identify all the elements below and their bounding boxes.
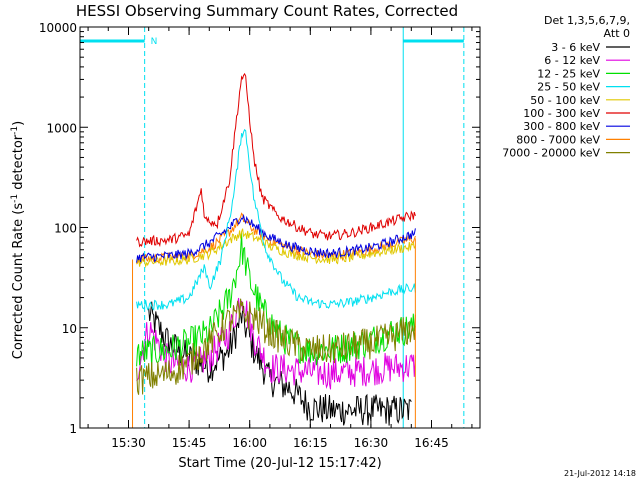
- legend-label-4: 25 - 50 keV: [537, 81, 600, 94]
- y-axis-label-mid: detector: [11, 134, 26, 194]
- series-group: [136, 72, 416, 426]
- timestamp: 21-Jul-2012 14:18: [564, 469, 636, 478]
- x-axis-label: Start Time (20-Jul-12 15:17:42): [178, 456, 381, 471]
- series-line-6: [136, 72, 416, 248]
- legend-header-line-2: Att 0: [604, 27, 630, 40]
- legend-label-9: 7000 - 20000 keV: [502, 147, 600, 160]
- legend-label-5: 50 - 100 keV: [530, 94, 600, 107]
- y-axis-label: Corrected Count Rate (s-1 detector-1): [10, 121, 26, 359]
- y-axis-label-sup1: -1: [10, 194, 20, 203]
- flag-label: N: [151, 37, 158, 47]
- y-tick-label-3: 100: [54, 222, 77, 236]
- x-tick-label-2: 15:45: [172, 436, 207, 450]
- x-tick-label-6: 16:45: [414, 436, 449, 450]
- legend-label-7: 300 - 800 keV: [523, 120, 600, 133]
- y-tick-label-5: 10000: [39, 21, 77, 35]
- x-tick-label-4: 16:15: [293, 436, 328, 450]
- series-line-7: [136, 213, 416, 263]
- legend-header-line-1: Det 1,3,5,6,7,9,: [544, 14, 630, 27]
- legend-label-3: 12 - 25 keV: [537, 67, 600, 80]
- x-tick-label-3: 16:00: [232, 436, 267, 450]
- legend-label-6: 100 - 300 keV: [523, 107, 600, 120]
- y-axis-label-end: ): [11, 121, 26, 126]
- x-tick-label-1: 15:30: [111, 436, 146, 450]
- legend-label-1: 3 - 6 keV: [551, 41, 600, 54]
- series-line-4: [136, 128, 416, 311]
- y-tick-label-4: 1000: [46, 121, 77, 135]
- y-tick-label-2: 10: [62, 322, 77, 336]
- plot-area: N 1 10 100 1000 10000 15:30 15:45 16:00 16:15 16:3…: [39, 21, 481, 450]
- series-line-5: [136, 228, 416, 269]
- series-line-2: [136, 297, 416, 390]
- legend-label-8: 800 - 7000 keV: [516, 133, 600, 146]
- y-tick-label-1: 1: [69, 422, 77, 436]
- series-line-9: [136, 298, 416, 395]
- chart-title: HESSI Observing Summary Count Rates, Cor…: [76, 2, 458, 20]
- legend-label-2: 6 - 12 keV: [544, 54, 600, 67]
- y-axis-label-sup2: -1: [10, 126, 20, 135]
- x-tick-label-5: 16:30: [354, 436, 389, 450]
- y-axis-label-main: Corrected Count Rate (s: [11, 203, 26, 360]
